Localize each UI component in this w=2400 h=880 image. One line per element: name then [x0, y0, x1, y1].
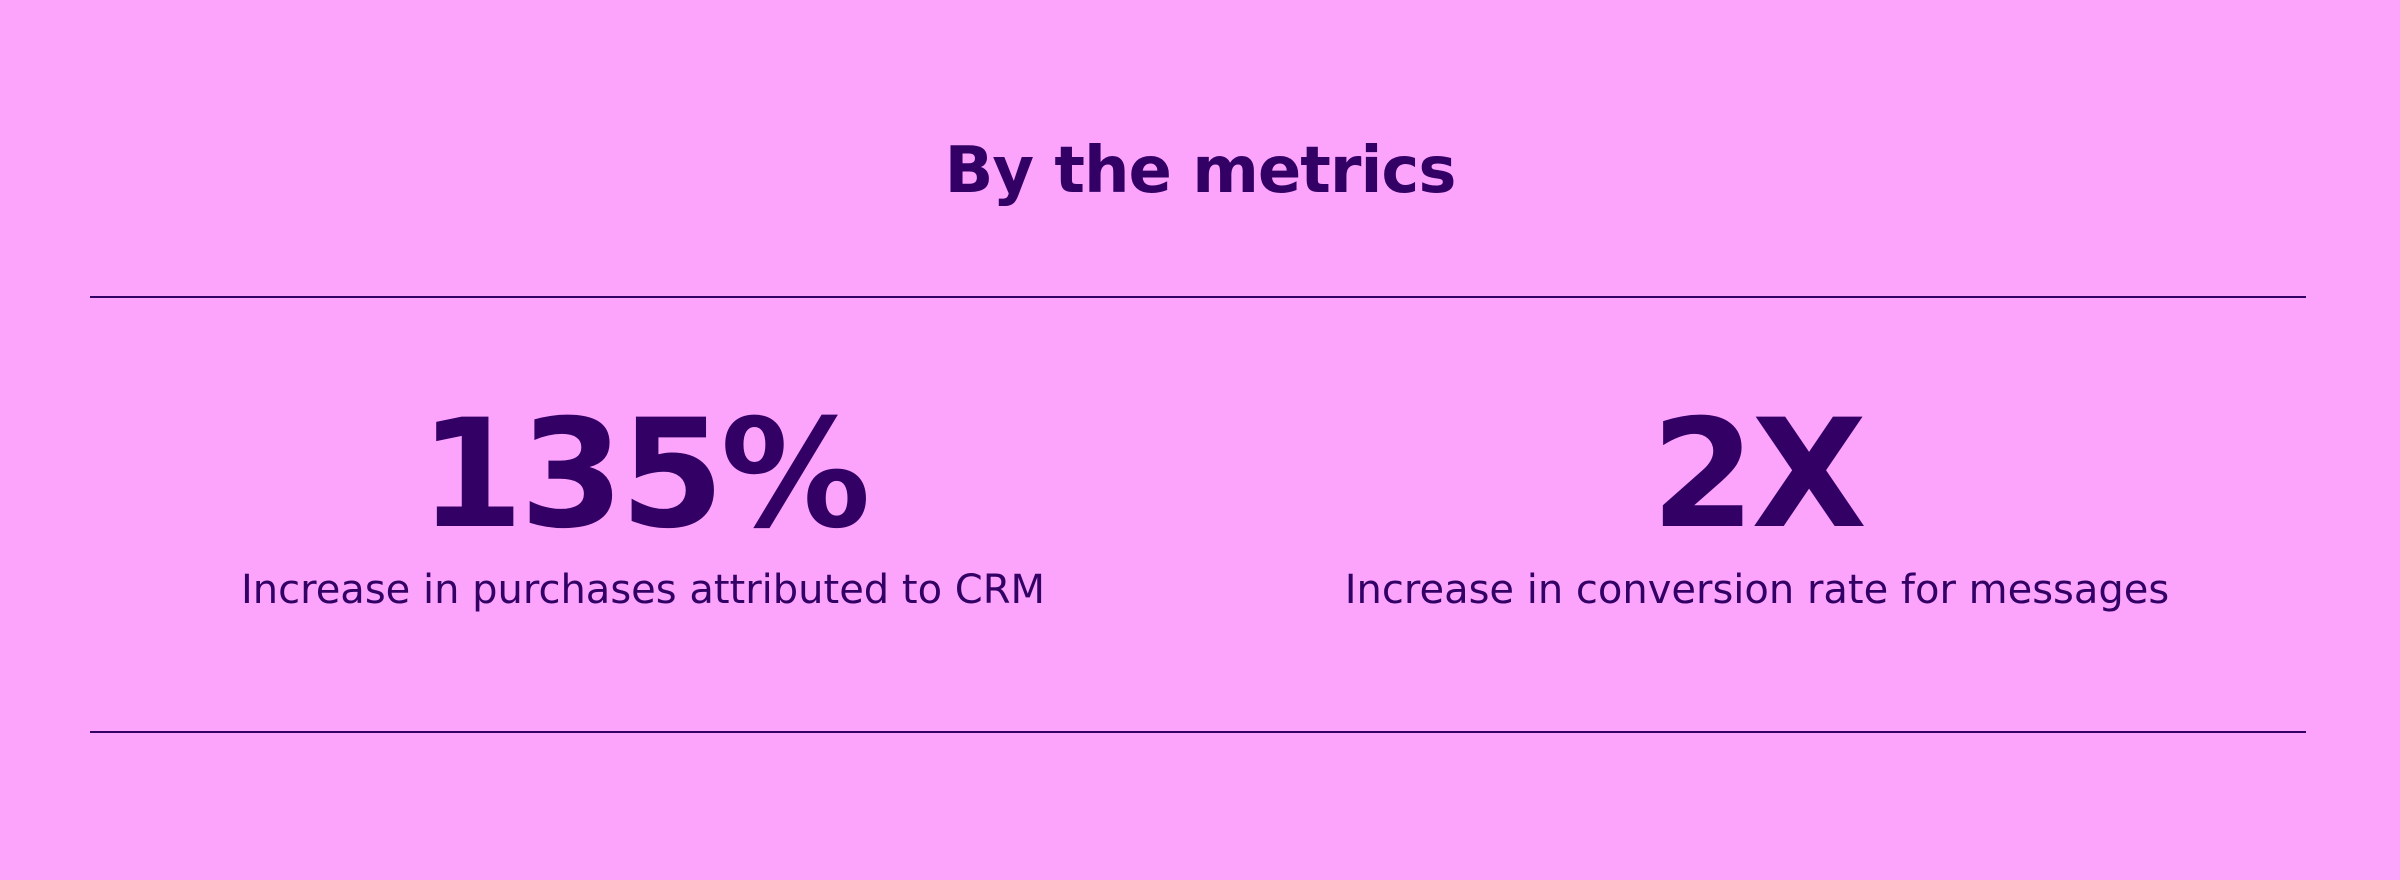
metric-value: 2X — [1650, 388, 1867, 562]
divider — [90, 731, 2306, 733]
section-title: By the metrics — [944, 134, 1457, 208]
metric: 135% Increase in purchases attributed to… — [143, 395, 1143, 615]
metric-label: Increase in conversion rate for messages — [1344, 567, 2170, 613]
divider — [90, 296, 2306, 298]
metric-value: 135% — [419, 388, 870, 562]
metric-label: Increase in purchases attributed to CRM — [240, 567, 1046, 613]
metric: 2X Increase in conversion rate for messa… — [1257, 395, 2257, 615]
